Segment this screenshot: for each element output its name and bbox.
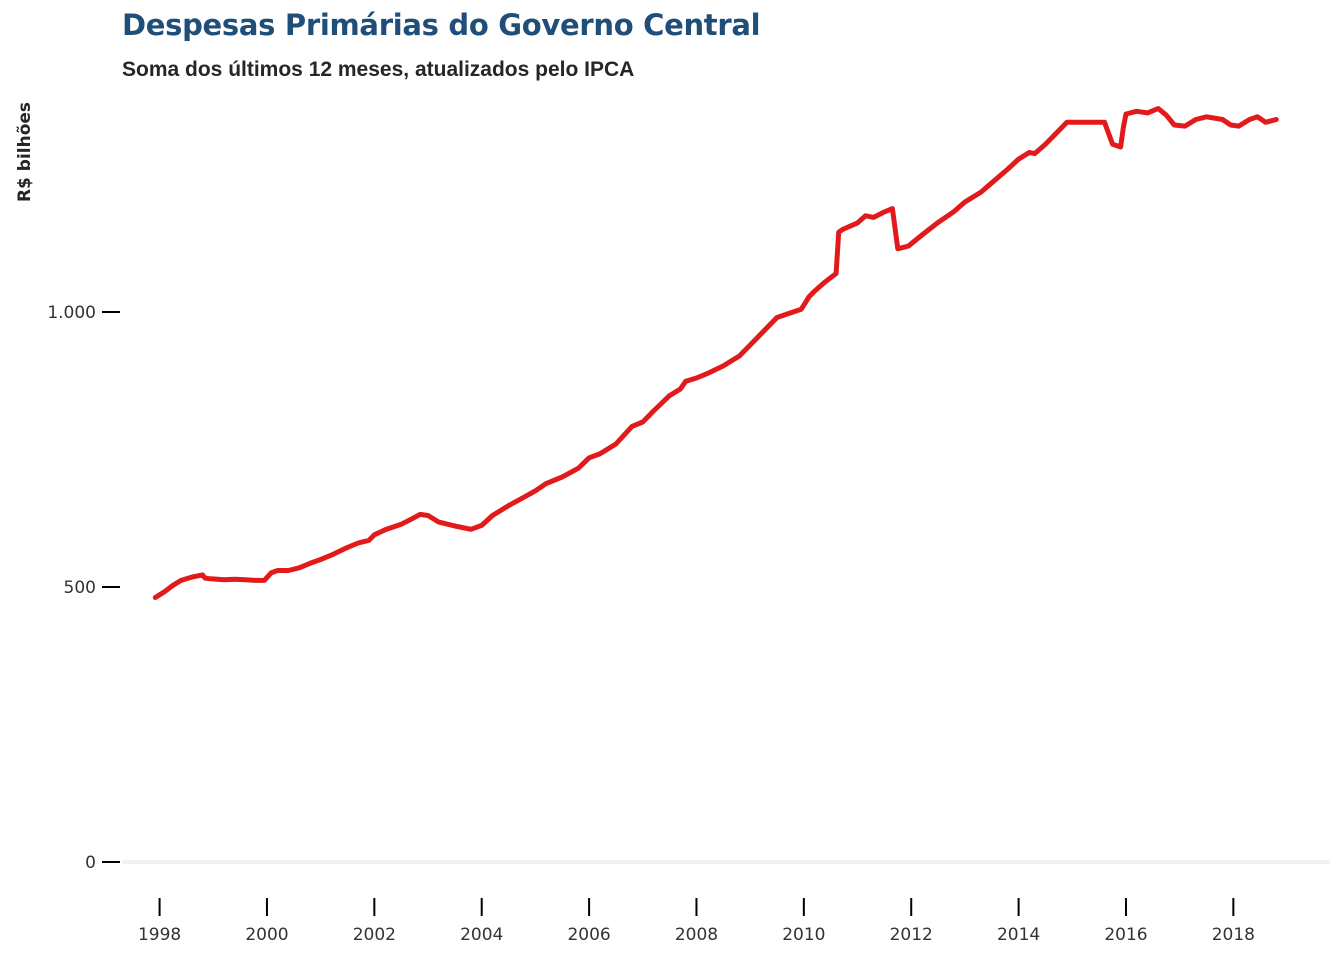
chart-title: Despesas Primárias do Governo Central: [122, 8, 761, 42]
x-tick-label: 2014: [997, 925, 1040, 945]
x-tick-label: 2008: [675, 925, 718, 945]
series-layer: [152, 106, 1279, 600]
y-tick-label: 500: [64, 578, 96, 598]
x-tick-label: 2010: [782, 925, 825, 945]
x-tick-label: 2002: [353, 925, 396, 945]
x-axis: 1998 2000 2002 2004 2006 2008 2010 2012 2014 2016…: [138, 898, 1255, 945]
y-tick-label: 0: [85, 853, 96, 873]
x-tick-label: 2016: [1104, 925, 1147, 945]
y-axis: 0 500 1.000: [47, 303, 1330, 873]
x-tick-label: 1998: [138, 925, 181, 945]
series-line: [152, 106, 1279, 600]
x-tick-label: 2006: [567, 925, 610, 945]
x-tick-label: 2018: [1212, 925, 1255, 945]
y-tick-label: 1.000: [47, 303, 96, 323]
y-axis-label: R$ bilhões: [15, 102, 35, 202]
chart-subtitle: Soma dos últimos 12 meses, atualizados p…: [122, 58, 635, 81]
x-tick-label: 2004: [460, 925, 503, 945]
x-tick-label: 2012: [890, 925, 933, 945]
x-tick-label: 2000: [245, 925, 288, 945]
